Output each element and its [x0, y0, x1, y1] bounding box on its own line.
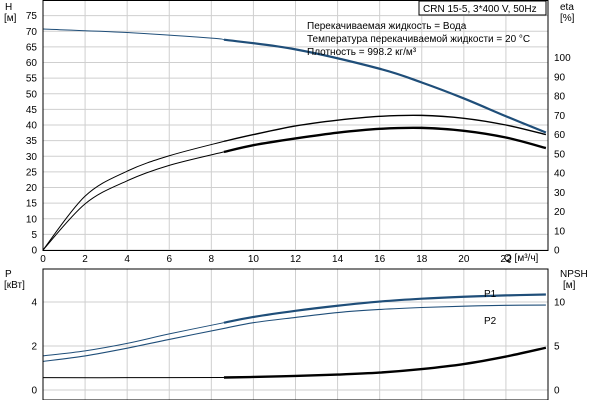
flow-axis-ticks: 0 2 4 6 8 10 12 14 16 18 20 22: [40, 254, 512, 265]
efficiency-curve-lower-thin: [42, 151, 225, 251]
head-tick-label: 45: [26, 105, 38, 116]
title-box: [418, 0, 547, 16]
head-axis-unit: [м]: [4, 13, 17, 24]
head-curve: [223, 38, 547, 134]
head-tick-label: 5: [31, 230, 37, 241]
head-tick-label: 30: [26, 152, 38, 163]
npsh-curve: [223, 346, 547, 379]
eta-tick-label: 40: [554, 169, 566, 180]
flow-axis-label: Q [м³/ч]: [504, 253, 539, 264]
power-axis-ticks: 0 2 4: [31, 298, 37, 397]
power-tick-label: 4: [31, 298, 37, 309]
eta-axis-label: eta: [560, 2, 574, 13]
head-tick-label: 0: [31, 246, 37, 257]
flow-tick-label: 22: [500, 254, 512, 265]
upper-series: [42, 28, 547, 251]
density-annotation: Плотность = 998.2 кг/м³: [307, 47, 417, 58]
p1-curve: [223, 293, 546, 324]
head-tick-label: 60: [26, 58, 38, 69]
eta-tick-label: 100: [554, 53, 571, 64]
head-tick-label: 75: [26, 11, 38, 22]
efficiency-curve-thin: [42, 140, 225, 251]
eta-axis-unit: [%]: [560, 13, 575, 24]
flow-tick-label: 20: [458, 254, 470, 265]
head-tick-label: 50: [26, 89, 38, 100]
efficiency-curve-thin-upper: [223, 114, 547, 143]
head-tick-label: 25: [26, 167, 38, 178]
lower-grid: [42, 269, 548, 400]
head-tick-label: 70: [26, 27, 38, 38]
head-tick-label: 55: [26, 74, 38, 85]
head-tick-label: 40: [26, 121, 38, 132]
npsh-axis-unit: [м]: [563, 280, 576, 291]
flow-tick-label: 18: [416, 254, 428, 265]
p2-curve: [42, 304, 546, 362]
eta-tick-label: 0: [554, 246, 560, 257]
p2-series-label: P2: [484, 316, 497, 327]
lower-plot-frame: [42, 268, 549, 400]
fluid-annotation: Перекачиваемая жидкость = Вода: [307, 21, 467, 32]
eta-axis-ticks: 0 10 20 30 40 50 60 70 80 90 100: [554, 53, 571, 256]
head-tick-label: 15: [26, 199, 38, 210]
head-tick-label: 65: [26, 42, 38, 53]
eta-tick-label: 20: [554, 207, 566, 218]
eta-tick-label: 50: [554, 149, 566, 160]
eta-tick-label: 10: [554, 226, 566, 237]
temperature-annotation: Температура перекачиваемой жидкости = 20…: [307, 34, 530, 45]
lower-series: [42, 293, 547, 379]
npsh-tick-label: 5: [554, 342, 560, 353]
head-axis-label: H: [5, 2, 12, 13]
eta-tick-label: 60: [554, 130, 566, 141]
head-tick-label: 35: [26, 136, 38, 147]
flow-tick-label: 12: [290, 254, 302, 265]
npsh-axis-ticks: 0 5 10: [554, 298, 566, 397]
head-axis-ticks: 0 5 10 15 20 25 30 35 40 45 50 55 60 65 70 75: [26, 11, 38, 256]
eta-tick-label: 70: [554, 111, 566, 122]
flow-tick-label: 10: [248, 254, 260, 265]
head-curve-thin: [42, 28, 225, 41]
flow-tick-label: 14: [332, 254, 344, 265]
eta-tick-label: 90: [554, 72, 566, 83]
power-axis-unit: [кВт]: [4, 280, 25, 291]
npsh-tick-label: 10: [554, 298, 566, 309]
chart-title: CRN 15-5, 3*400 V, 50Hz: [423, 4, 537, 15]
flow-tick-label: 16: [374, 254, 386, 265]
flow-tick-label: 8: [209, 254, 215, 265]
flow-tick-label: 4: [124, 254, 130, 265]
eta-tick-label: 30: [554, 188, 566, 199]
flow-tick-label: 2: [82, 254, 88, 265]
upper-plot-frame: [42, 0, 549, 251]
power-axis-label: P: [5, 269, 12, 280]
npsh-axis-label: NPSH: [560, 269, 588, 280]
npsh-tick-label: 0: [554, 386, 560, 397]
eta-tick-label: 80: [554, 92, 566, 103]
flow-tick-label: 0: [40, 254, 46, 265]
head-tick-label: 20: [26, 183, 38, 194]
p1-series-label: P1: [484, 289, 497, 300]
p1-curve-thin: [42, 322, 225, 357]
power-tick-label: 0: [31, 386, 37, 397]
power-tick-label: 2: [31, 342, 37, 353]
head-tick-label: 10: [26, 214, 38, 225]
efficiency-curve: [223, 126, 547, 154]
flow-tick-label: 6: [166, 254, 172, 265]
